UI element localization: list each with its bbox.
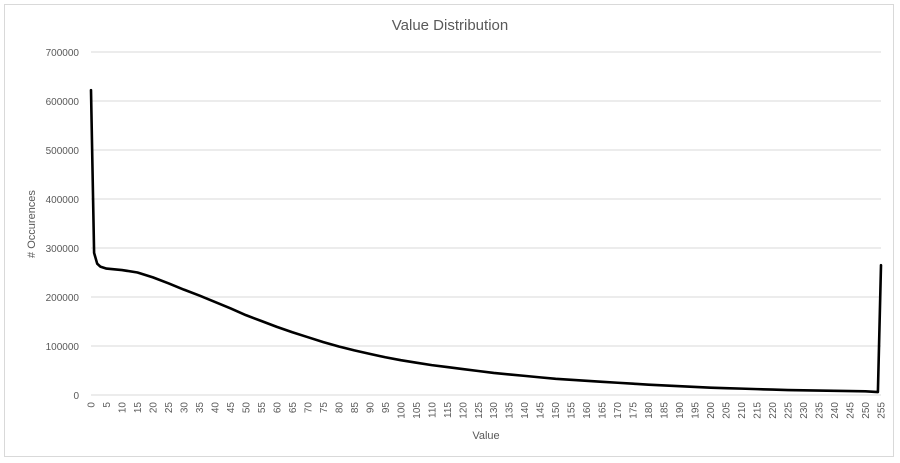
x-tick-label: 0 [87,402,98,408]
x-tick-label: 95 [381,402,392,414]
x-tick-label: 155 [567,402,578,419]
x-tick-label: 175 [629,402,640,419]
y-tick-label: 300000 [46,244,80,255]
x-tick-label: 55 [257,402,268,414]
x-tick-label: 235 [815,402,826,419]
x-tick-label: 25 [164,402,175,414]
x-tick-label: 215 [753,402,764,419]
series [89,88,883,394]
x-tick-label: 130 [489,402,500,419]
x-tick-label: 135 [505,402,516,419]
y-tick-label: 100000 [46,342,80,353]
chart-title: Value Distribution [392,17,508,34]
series-line [89,88,883,394]
y-axis-ticks: 0 100000 200000 300000 400000 500000 600000 700… [46,48,80,402]
x-tick-label: 125 [474,402,485,419]
x-tick-label: 195 [691,402,702,419]
x-axis-ticks: 0 5 10 15 20 25 30 35 40 45 50 55 60 65 70 75 80 85 90 95 10… [87,402,888,419]
x-tick-label: 165 [598,402,609,419]
x-tick-label: 190 [675,402,686,419]
x-axis-label: Value [472,430,499,442]
x-tick-label: 15 [133,402,144,414]
x-tick-label: 70 [303,402,314,414]
x-tick-label: 200 [706,402,717,419]
x-tick-label: 5 [102,402,113,408]
x-tick-label: 110 [427,402,438,418]
x-tick-label: 170 [613,402,624,419]
x-tick-label: 240 [830,402,841,419]
x-tick-label: 90 [365,402,376,414]
x-tick-label: 180 [644,402,655,419]
y-tick-label: 200000 [46,293,80,304]
x-tick-label: 210 [737,402,748,419]
y-tick-label: 500000 [46,146,80,157]
x-tick-label: 10 [117,402,128,414]
x-tick-label: 230 [799,402,810,419]
y-tick-label: 0 [73,391,79,402]
x-tick-label: 40 [210,402,221,414]
x-tick-label: 225 [784,402,795,419]
y-tick-label: 700000 [46,48,80,59]
x-tick-label: 245 [846,402,857,419]
chart-frame [4,4,894,457]
x-tick-label: 30 [179,402,190,414]
x-tick-label: 220 [768,402,779,419]
x-tick-label: 100 [396,402,407,419]
x-tick-label: 255 [877,402,888,419]
x-tick-label: 185 [660,402,671,419]
x-tick-label: 150 [551,402,562,419]
x-tick-label: 145 [536,402,547,419]
x-tick-label: 65 [288,402,299,414]
y-axis-label: # Occurences [26,190,38,258]
x-tick-label: 50 [241,402,252,414]
x-tick-label: 115 [443,402,454,418]
y-tick-label: 600000 [46,97,80,108]
x-tick-label: 205 [722,402,733,419]
x-tick-label: 140 [520,402,531,419]
x-tick-label: 35 [195,402,206,414]
x-tick-label: 160 [582,402,593,419]
gridlines [91,51,881,396]
y-tick-label: 400000 [46,195,80,206]
x-tick-label: 105 [412,402,423,419]
x-tick-label: 60 [272,402,283,414]
x-tick-label: 20 [148,402,159,414]
x-tick-label: 85 [350,402,361,414]
x-tick-label: 80 [334,402,345,414]
x-tick-label: 250 [861,402,872,419]
x-tick-label: 45 [226,402,237,414]
x-tick-label: 75 [319,402,330,414]
x-tick-label: 120 [458,402,469,419]
